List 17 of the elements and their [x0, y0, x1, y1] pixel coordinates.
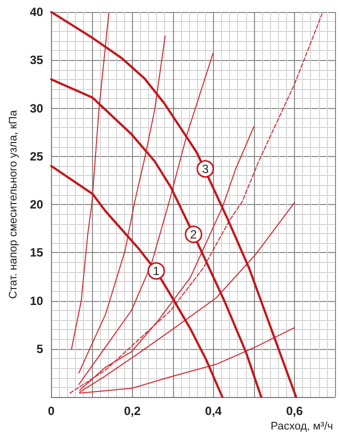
y-tick-label: 20	[30, 198, 44, 212]
x-tick-label: 0,4	[205, 404, 222, 418]
y-tick-label: 40	[30, 5, 44, 19]
y-axis-title: Стат. напор смесительного узла, кПа	[8, 109, 20, 299]
y-tick-label: 15	[30, 246, 44, 260]
annotation: 3	[202, 162, 209, 176]
annotation: 2	[190, 227, 198, 242]
y-tick-label: 30	[30, 101, 44, 116]
y-tick-label: 35	[30, 53, 44, 68]
x-tick-label: 0	[48, 404, 55, 418]
annotation: 1	[152, 264, 160, 278]
x-tick-label: 0,6	[286, 404, 304, 418]
y-tick-label: 5	[36, 342, 44, 356]
y-tick-label: 10	[30, 294, 44, 308]
x-axis-title: Расход, м³/ч	[270, 420, 333, 432]
y-tick-label: 25	[30, 149, 44, 164]
x-tick-label: 0,2	[124, 404, 141, 418]
